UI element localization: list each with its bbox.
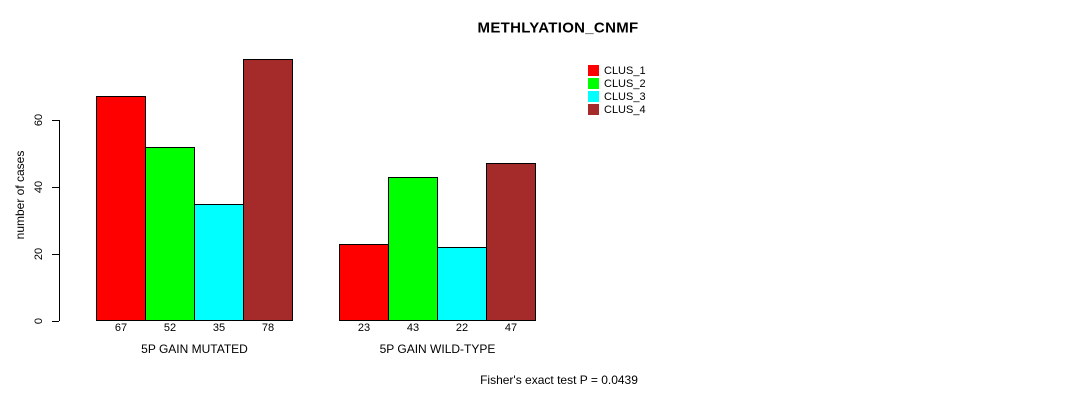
bar-clus_2-5p-gain-wild-type: [388, 176, 438, 321]
bar-clus_2-5p-gain-mutated: [145, 146, 195, 321]
y-tick-label: 0: [33, 317, 45, 325]
bar-value-label: 43: [406, 322, 420, 334]
y-tick-label: 40: [33, 180, 45, 193]
bar-clus_4-5p-gain-wild-type: [486, 163, 536, 321]
bar-value-label: 23: [357, 322, 371, 334]
y-tick: [52, 321, 59, 322]
bar-value-label: 35: [212, 322, 226, 334]
chart-title: METHLYATION_CNMF: [477, 19, 639, 37]
bar-clus_3-5p-gain-wild-type: [437, 247, 487, 321]
bar-value-label: 52: [163, 322, 177, 334]
y-tick: [52, 119, 59, 121]
y-axis-line: [59, 119, 60, 321]
y-tick: [52, 253, 59, 255]
bar-value-label: 67: [114, 322, 128, 334]
legend-swatch-clus_3: [588, 91, 599, 102]
legend-label-clus_2: CLUS_2: [604, 77, 646, 90]
bar-clus_4-5p-gain-mutated: [243, 59, 293, 321]
bar-clus_3-5p-gain-mutated: [194, 203, 244, 321]
legend-swatch-clus_4: [588, 104, 599, 115]
bar-value-label: 22: [455, 322, 469, 334]
y-tick-label: 60: [33, 113, 45, 126]
group-label: 5P GAIN MUTATED: [141, 342, 248, 356]
bar-value-label: 47: [504, 322, 518, 334]
group-label: 5P GAIN WILD-TYPE: [379, 342, 496, 356]
bar-clus_1-5p-gain-wild-type: [339, 243, 389, 321]
legend-swatch-clus_2: [588, 78, 599, 89]
legend-swatch-clus_1: [588, 65, 599, 76]
legend-label-clus_3: CLUS_3: [604, 90, 646, 103]
fisher-test-annotation: Fisher's exact test P = 0.0439: [480, 373, 638, 387]
bar-clus_1-5p-gain-mutated: [96, 96, 146, 321]
bar-value-label: 78: [261, 322, 275, 334]
y-tick: [52, 186, 59, 188]
legend-label-clus_4: CLUS_4: [604, 103, 646, 116]
y-tick-label: 20: [33, 247, 45, 261]
legend-label-clus_1: CLUS_1: [604, 64, 646, 77]
y-axis-label: number of cases: [13, 150, 27, 240]
